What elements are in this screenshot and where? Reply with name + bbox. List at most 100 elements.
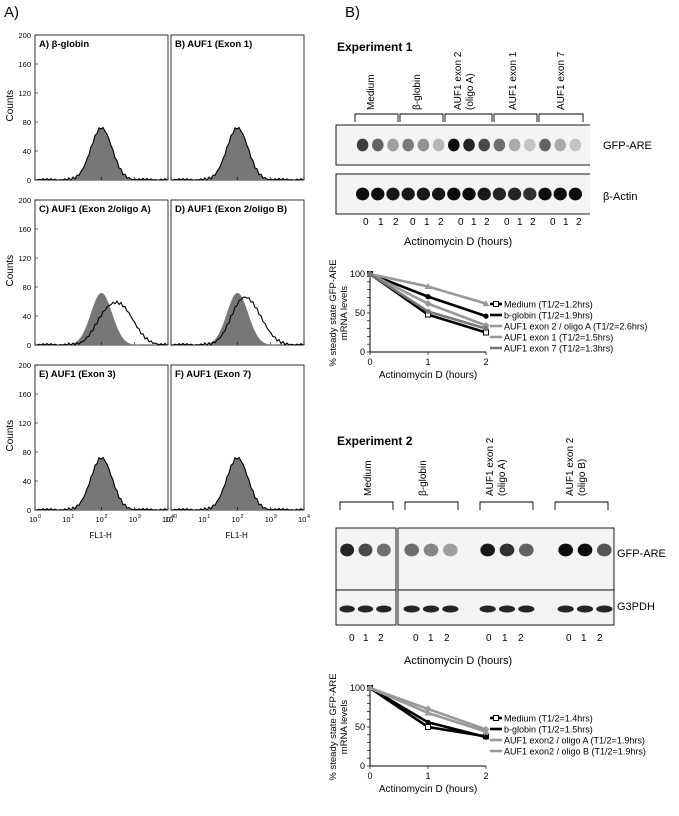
legend-entry: Medium (T1/2=1.4hrs) — [504, 714, 593, 724]
lane-bracket — [354, 113, 399, 122]
x-tick-label: 0 — [367, 771, 372, 781]
exp1-blot-xlabel: Actinomycin D (hours) — [404, 236, 513, 248]
data-point — [483, 313, 489, 319]
blot-band — [577, 543, 593, 557]
x-tick-label: 10 — [232, 515, 240, 524]
y-tick-label: 80 — [23, 448, 31, 457]
exp1-time-2c: 2 — [484, 217, 490, 228]
lane-bracket — [554, 501, 609, 510]
blot-band — [596, 543, 612, 557]
exp2-lane-exon2a: AUF1 exon 2 (oligo A) — [485, 437, 508, 496]
data-point — [425, 724, 431, 730]
x-tick-label: 10 — [96, 515, 104, 524]
lane-bracket — [339, 501, 394, 510]
data-point — [483, 734, 489, 740]
exp1-time-1b: 1 — [424, 217, 430, 228]
legend-entry: b-globin (T1/2=1.9hrs) — [504, 311, 593, 321]
x-tick-label: 10 — [298, 515, 306, 524]
y-tick-label: 120 — [18, 254, 31, 263]
y-axis-label: Counts — [5, 420, 16, 452]
blot-band — [442, 543, 458, 557]
exp2-time-0: 0 — [349, 633, 355, 644]
control-distribution — [171, 457, 304, 510]
blot-band — [423, 543, 439, 557]
y-tick-label: 80 — [23, 118, 31, 127]
histogram-title: F) AUF1 (Exon 7) — [175, 369, 251, 380]
y-tick-label: 200 — [18, 31, 31, 40]
control-distribution — [171, 127, 304, 180]
legend-entry: AUF1 exon 1 (T1/2=1.5hrs) — [504, 333, 613, 343]
gfp-are-blot-left — [335, 527, 397, 591]
x-tick-exponent: 4 — [171, 514, 174, 520]
x-tick-label: 2 — [483, 357, 488, 367]
blot-band — [463, 138, 475, 152]
blot-band — [387, 138, 399, 152]
exp2-lane-bglobin: β-globin — [418, 460, 429, 496]
y-tick-label: 0 — [360, 347, 365, 357]
legend-marker — [493, 715, 499, 721]
y-tick-label: 50 — [355, 308, 365, 318]
control-distribution — [171, 292, 304, 345]
data-point — [425, 719, 431, 725]
exp1-lane-bglobin: β-globin — [412, 74, 423, 110]
data-point — [424, 282, 432, 289]
y-tick-label: 120 — [18, 419, 31, 428]
blot-band — [340, 543, 355, 557]
blot-band — [507, 187, 522, 201]
sample-distribution — [171, 456, 304, 511]
lane-bracket — [493, 113, 538, 122]
y-tick-label: 160 — [18, 60, 31, 69]
x-tick-exponent: 2 — [241, 514, 244, 520]
exp2-time-0d: 0 — [566, 633, 572, 644]
exp1-lane-medium: Medium — [366, 74, 377, 110]
data-point — [483, 326, 489, 332]
control-distribution — [35, 457, 168, 510]
x-tick-exponent: 0 — [38, 514, 41, 520]
lane-bracket — [404, 501, 459, 510]
blot-band — [403, 605, 420, 613]
legend-entry: AUF1 exon2 / oligo A (T1/2=1.9hrs) — [504, 736, 645, 746]
blot-band — [518, 605, 535, 613]
exp2-lane-medium: Medium — [363, 460, 374, 496]
legend-entry: AUF1 exon 7 (T1/2=1.3hrs) — [504, 344, 613, 354]
x-tick-label: 1 — [425, 357, 430, 367]
blot-band — [508, 138, 521, 152]
data-point — [482, 300, 490, 307]
exp2-time-1d: 1 — [581, 633, 587, 644]
x-tick-label: 10 — [129, 515, 137, 524]
data-point — [424, 300, 432, 308]
y-axis-label: % steady state GFP-AREmRNA levels — [328, 673, 350, 780]
x-tick-exponent: 4 — [307, 514, 310, 520]
blot-band — [479, 605, 496, 613]
blot-band — [416, 187, 431, 201]
exp1-time-0d: 0 — [504, 217, 510, 228]
x-tick-exponent: 0 — [174, 514, 177, 520]
blot-band — [376, 605, 392, 613]
y-tick-label: 0 — [27, 176, 31, 185]
blot-band — [386, 187, 400, 201]
exp2-gfp-label: GFP-ARE — [617, 548, 666, 560]
exp1-time-2d: 2 — [530, 217, 536, 228]
y-axis-label: Counts — [5, 90, 16, 122]
data-point — [424, 705, 432, 713]
blot-band — [442, 605, 459, 613]
x-tick-label: 2 — [483, 771, 488, 781]
blot-band — [447, 187, 461, 201]
blot-band — [404, 543, 420, 557]
exp1-time-2: 2 — [393, 217, 399, 228]
blot-band — [401, 187, 415, 201]
y-axis-label-line1: % steady state GFP-ARE — [328, 259, 339, 366]
x-tick-label: 10 — [198, 515, 206, 524]
lane-bracket — [538, 113, 584, 122]
lane-bracket — [479, 501, 534, 510]
y-axis-label-line2: mRNA levels — [339, 286, 350, 341]
exp1-time-1: 1 — [378, 217, 384, 228]
sample-distribution — [35, 456, 168, 511]
blot-band — [493, 138, 506, 152]
y-tick-label: 40 — [23, 147, 31, 156]
exp2-title: Experiment 2 — [337, 434, 413, 448]
blot-band — [478, 138, 490, 152]
exp2-decay-chart: 0 50 100 0 1 2 Actinomycin D (hours) % steady s… — [328, 673, 646, 795]
